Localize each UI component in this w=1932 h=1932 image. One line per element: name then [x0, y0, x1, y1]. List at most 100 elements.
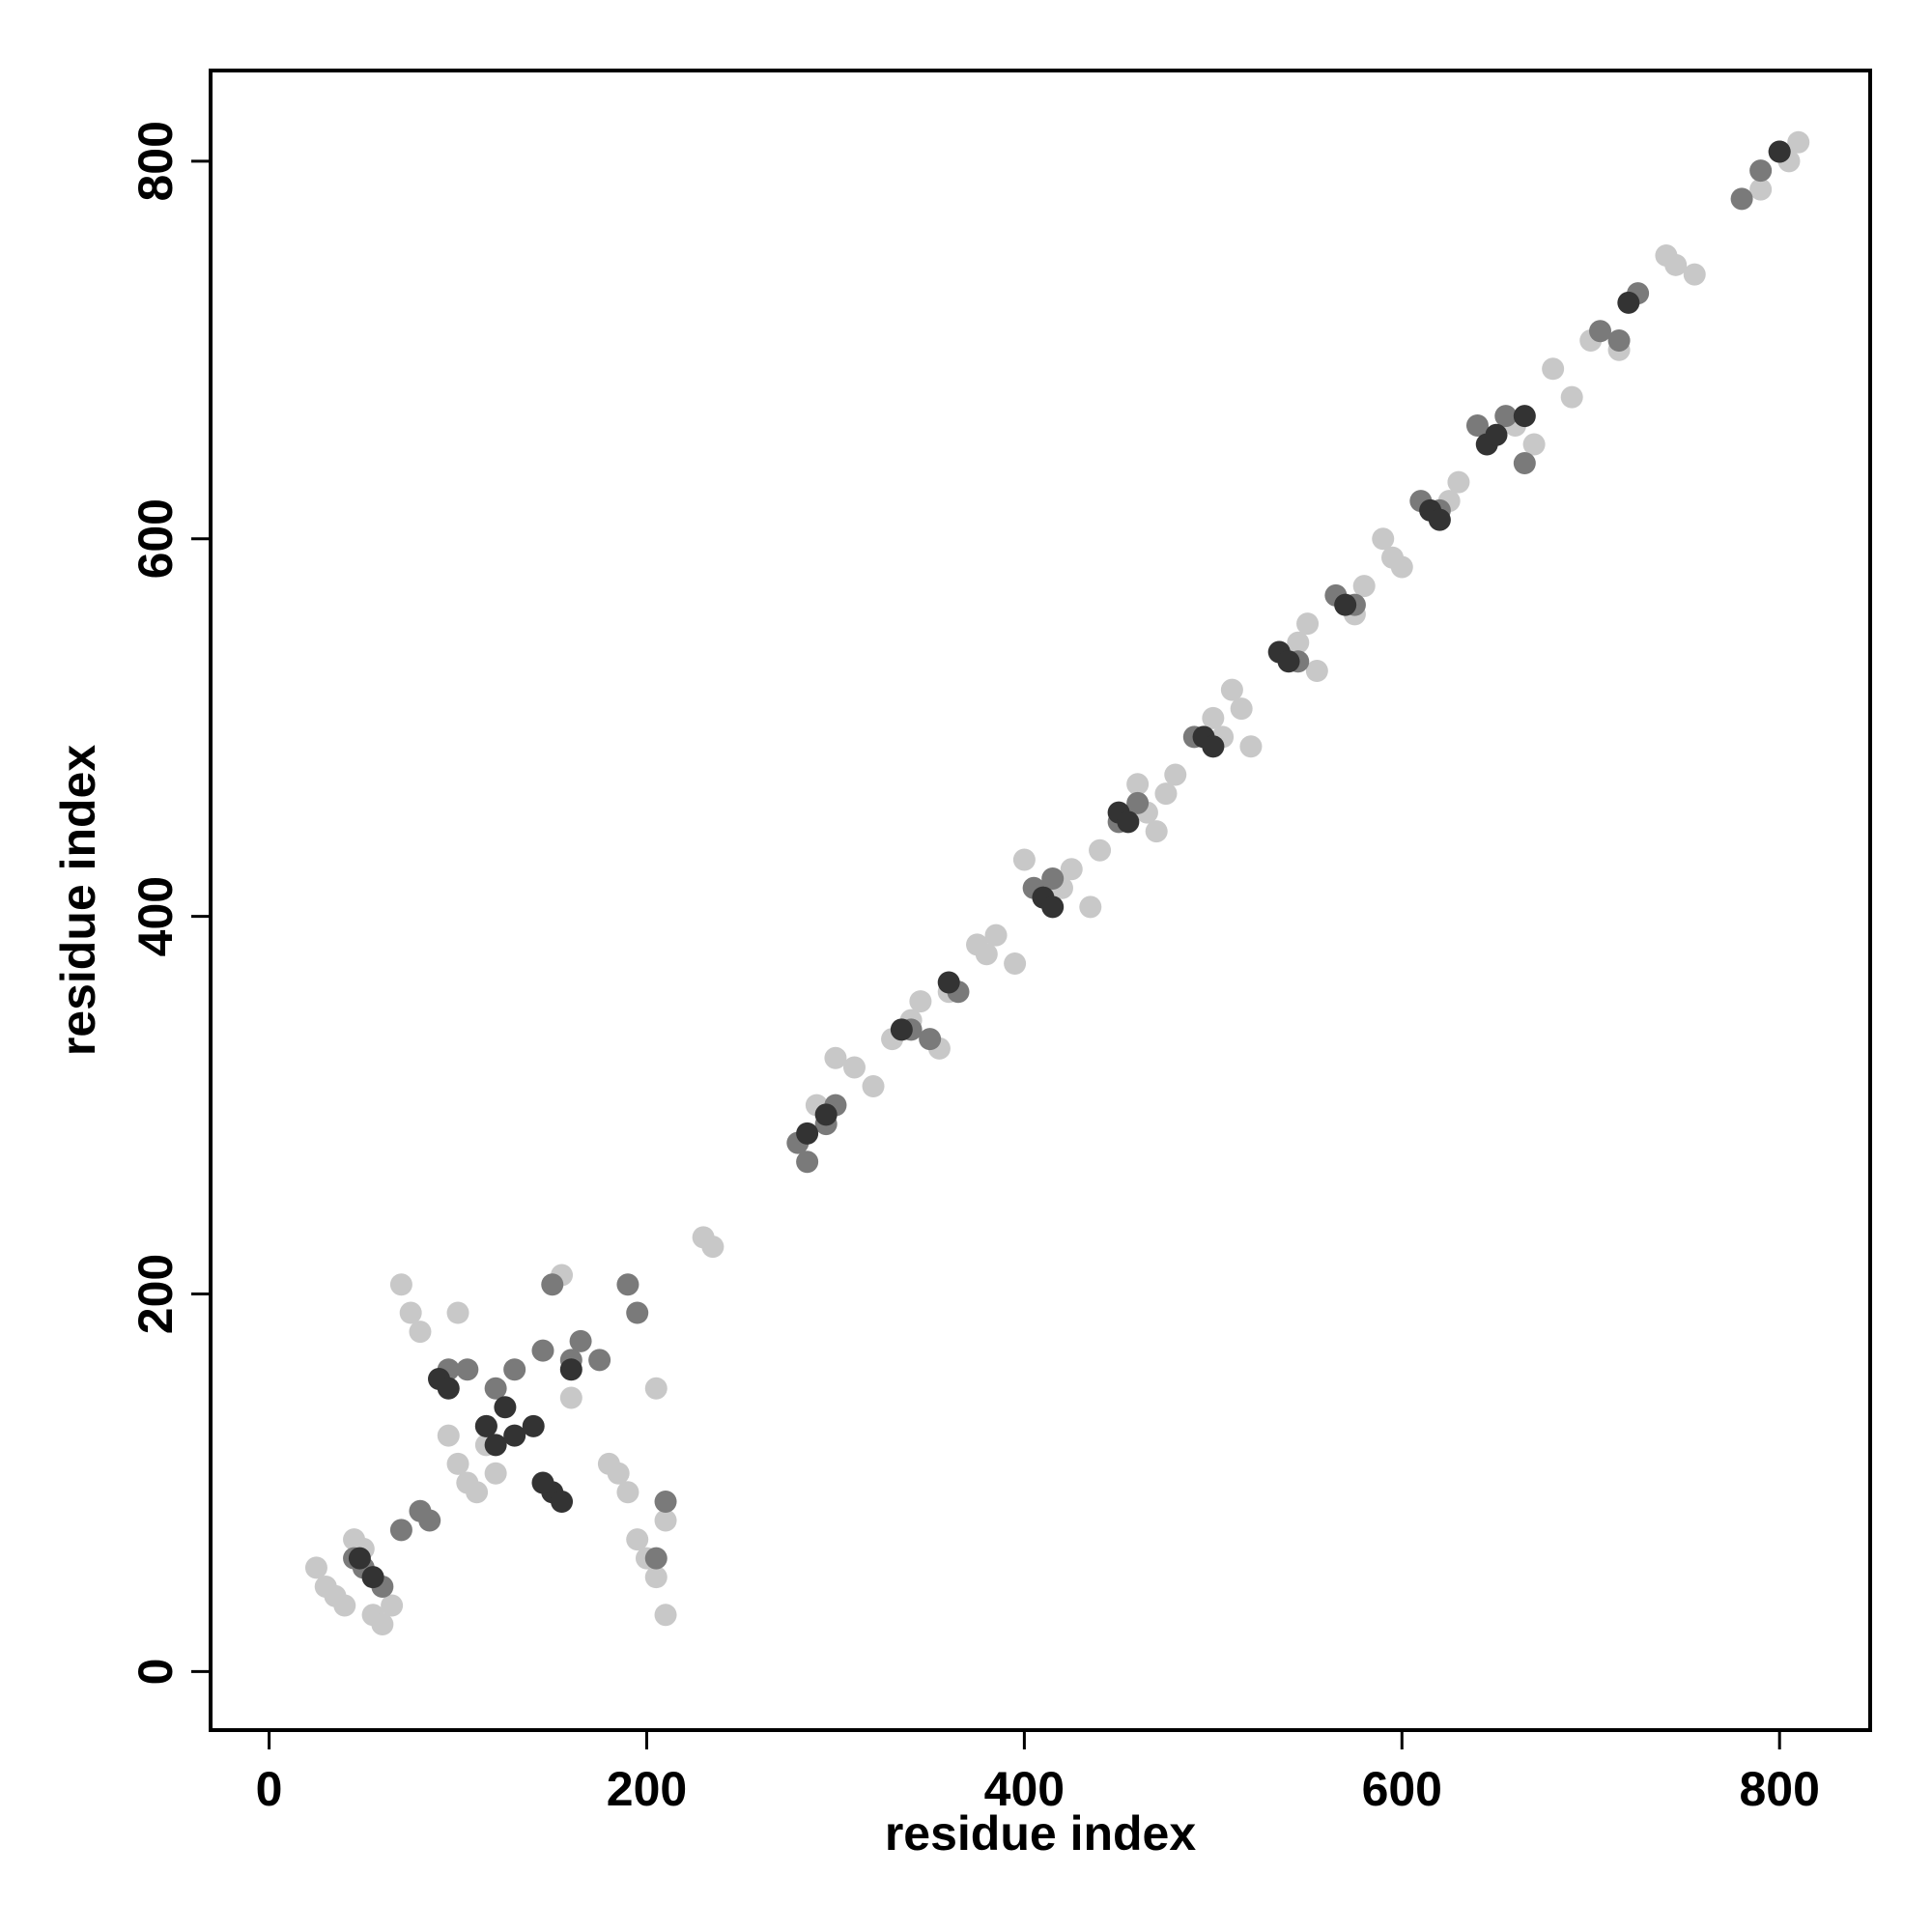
point [437, 1424, 460, 1447]
point [1145, 820, 1168, 843]
point [626, 1301, 649, 1324]
point [1542, 357, 1565, 381]
point [343, 1528, 366, 1551]
point [522, 1414, 545, 1437]
point [1390, 555, 1413, 579]
point [304, 1556, 327, 1579]
point [975, 943, 998, 966]
point [559, 1358, 582, 1381]
point [333, 1594, 356, 1617]
x-tick-label: 200 [607, 1762, 687, 1816]
point [842, 1056, 866, 1079]
point [1041, 895, 1065, 919]
point [361, 1566, 384, 1589]
point [824, 1046, 847, 1069]
point [503, 1358, 526, 1381]
point [1277, 650, 1300, 673]
point [484, 1462, 507, 1485]
point [381, 1594, 404, 1617]
x-tick-label: 600 [1362, 1762, 1442, 1816]
point [654, 1509, 677, 1532]
point [1428, 508, 1451, 531]
point [1060, 858, 1083, 881]
point [399, 1301, 422, 1324]
point [1683, 263, 1706, 286]
point [1239, 735, 1263, 758]
point [1485, 423, 1508, 446]
point [644, 1377, 668, 1400]
point [644, 1566, 668, 1589]
y-tick-label: 0 [128, 1659, 183, 1686]
x-tick-label: 0 [256, 1762, 283, 1816]
point [456, 1358, 479, 1381]
point [654, 1491, 677, 1514]
point [1513, 452, 1536, 475]
point [1664, 253, 1688, 276]
point [1220, 678, 1243, 701]
x-axis-label: residue index [885, 1806, 1197, 1861]
point [389, 1273, 412, 1296]
point [984, 923, 1008, 947]
point [937, 971, 960, 994]
point [437, 1377, 460, 1400]
point [814, 1103, 838, 1126]
point [796, 1122, 819, 1145]
point [1560, 385, 1583, 409]
point [1154, 782, 1178, 806]
point [796, 1151, 819, 1174]
point [1296, 612, 1320, 636]
point [701, 1236, 724, 1259]
point [1730, 187, 1753, 211]
point [446, 1452, 469, 1475]
point [1126, 791, 1150, 814]
point [1012, 848, 1036, 871]
point [644, 1547, 668, 1570]
point [1465, 413, 1489, 437]
point [919, 1028, 942, 1051]
point [1041, 867, 1065, 891]
x-tick-label: 800 [1739, 1762, 1819, 1816]
point [1617, 291, 1640, 314]
point [484, 1434, 507, 1457]
point [607, 1462, 630, 1485]
point [1749, 159, 1773, 183]
y-tick-label: 600 [128, 498, 183, 579]
plot-frame [209, 69, 1872, 1732]
point [1202, 735, 1225, 758]
point [1117, 810, 1140, 834]
point [616, 1273, 639, 1296]
point [1494, 405, 1518, 428]
point [494, 1396, 517, 1419]
point [1589, 320, 1612, 343]
point [890, 1018, 913, 1041]
point [551, 1491, 574, 1514]
point [1334, 593, 1357, 616]
point [1749, 178, 1773, 201]
point [1768, 140, 1791, 163]
point [531, 1471, 554, 1494]
point [1230, 697, 1253, 721]
point [1372, 527, 1395, 551]
point [466, 1481, 489, 1504]
point [389, 1519, 412, 1542]
y-tick-label: 400 [128, 876, 183, 956]
point [1287, 631, 1310, 654]
y-tick-label: 800 [128, 121, 183, 201]
point [1352, 575, 1376, 598]
point [503, 1424, 526, 1447]
point [1305, 660, 1328, 683]
point [1522, 433, 1546, 456]
point [569, 1329, 592, 1352]
point [588, 1349, 611, 1372]
point [862, 1075, 885, 1098]
y-tick-label: 200 [128, 1254, 183, 1334]
point [1164, 763, 1187, 786]
point [409, 1321, 432, 1344]
point [1089, 838, 1112, 862]
point [626, 1528, 649, 1551]
point [1202, 706, 1225, 729]
point [909, 990, 932, 1013]
point [484, 1377, 507, 1400]
point [1079, 895, 1102, 919]
x-tick-label: 400 [984, 1762, 1065, 1816]
